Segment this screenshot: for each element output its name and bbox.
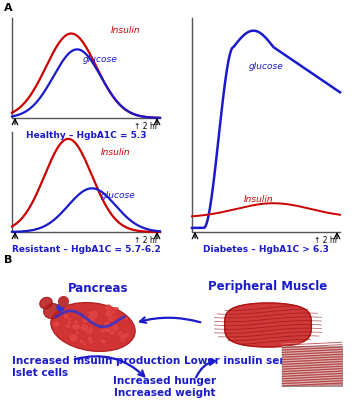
Ellipse shape (105, 305, 112, 311)
Ellipse shape (103, 321, 111, 328)
Ellipse shape (112, 316, 116, 320)
Ellipse shape (120, 333, 126, 339)
Ellipse shape (63, 314, 69, 319)
Ellipse shape (74, 320, 79, 324)
Text: Increased hunger
Increased weight: Increased hunger Increased weight (113, 376, 217, 398)
Ellipse shape (82, 342, 86, 346)
Text: Increased insulin production
Islet cells: Increased insulin production Islet cells (12, 356, 180, 378)
Ellipse shape (82, 318, 88, 324)
Text: glucose: glucose (248, 62, 283, 71)
Ellipse shape (122, 332, 130, 339)
Ellipse shape (71, 325, 76, 330)
Ellipse shape (67, 321, 72, 325)
Ellipse shape (120, 336, 126, 342)
Text: Diabetes – HgbA1C > 6.3: Diabetes – HgbA1C > 6.3 (203, 245, 329, 254)
Text: Peripheral Muscle: Peripheral Muscle (209, 280, 327, 293)
Ellipse shape (53, 321, 60, 327)
Ellipse shape (68, 318, 72, 322)
Ellipse shape (87, 315, 95, 323)
Ellipse shape (87, 336, 93, 342)
Ellipse shape (113, 308, 116, 311)
Ellipse shape (111, 311, 115, 314)
Ellipse shape (101, 339, 106, 344)
Text: Insulin: Insulin (244, 195, 273, 204)
Ellipse shape (72, 323, 80, 330)
Ellipse shape (120, 334, 126, 340)
Ellipse shape (125, 317, 129, 320)
Ellipse shape (109, 308, 116, 315)
Ellipse shape (112, 325, 119, 332)
Text: Insulin: Insulin (111, 26, 141, 35)
Ellipse shape (75, 331, 80, 335)
Text: ↑ 2 hr: ↑ 2 hr (134, 236, 158, 245)
Ellipse shape (100, 328, 107, 333)
Ellipse shape (87, 311, 91, 315)
Text: glucose: glucose (101, 191, 136, 200)
Ellipse shape (108, 329, 115, 336)
Ellipse shape (80, 324, 88, 331)
Text: ↑ 2 hr: ↑ 2 hr (134, 122, 158, 131)
Ellipse shape (105, 310, 113, 317)
Ellipse shape (51, 302, 135, 352)
Ellipse shape (117, 331, 124, 337)
Ellipse shape (89, 310, 98, 319)
Ellipse shape (40, 297, 52, 309)
Ellipse shape (88, 339, 93, 344)
Ellipse shape (79, 339, 84, 344)
Ellipse shape (103, 324, 113, 333)
Ellipse shape (115, 307, 119, 311)
Polygon shape (224, 303, 312, 347)
Ellipse shape (111, 322, 117, 328)
Text: glucose: glucose (83, 55, 118, 64)
Text: B: B (4, 255, 12, 265)
Ellipse shape (69, 334, 78, 342)
Text: Lower insulin sensitivity: Lower insulin sensitivity (184, 356, 327, 366)
Ellipse shape (65, 323, 71, 328)
Text: A: A (4, 3, 13, 13)
Bar (282, 346, 342, 386)
Text: Pancreas: Pancreas (68, 282, 128, 295)
Ellipse shape (107, 316, 114, 322)
Text: Resistant – HgbA1C = 5.7-6.2: Resistant – HgbA1C = 5.7-6.2 (12, 245, 160, 254)
Ellipse shape (85, 326, 94, 334)
Text: Healthy – HgbA1C = 5.3: Healthy – HgbA1C = 5.3 (26, 131, 146, 140)
Text: Insulin: Insulin (101, 148, 130, 157)
Text: ↑ 2 hr: ↑ 2 hr (314, 236, 338, 245)
Ellipse shape (44, 304, 61, 318)
